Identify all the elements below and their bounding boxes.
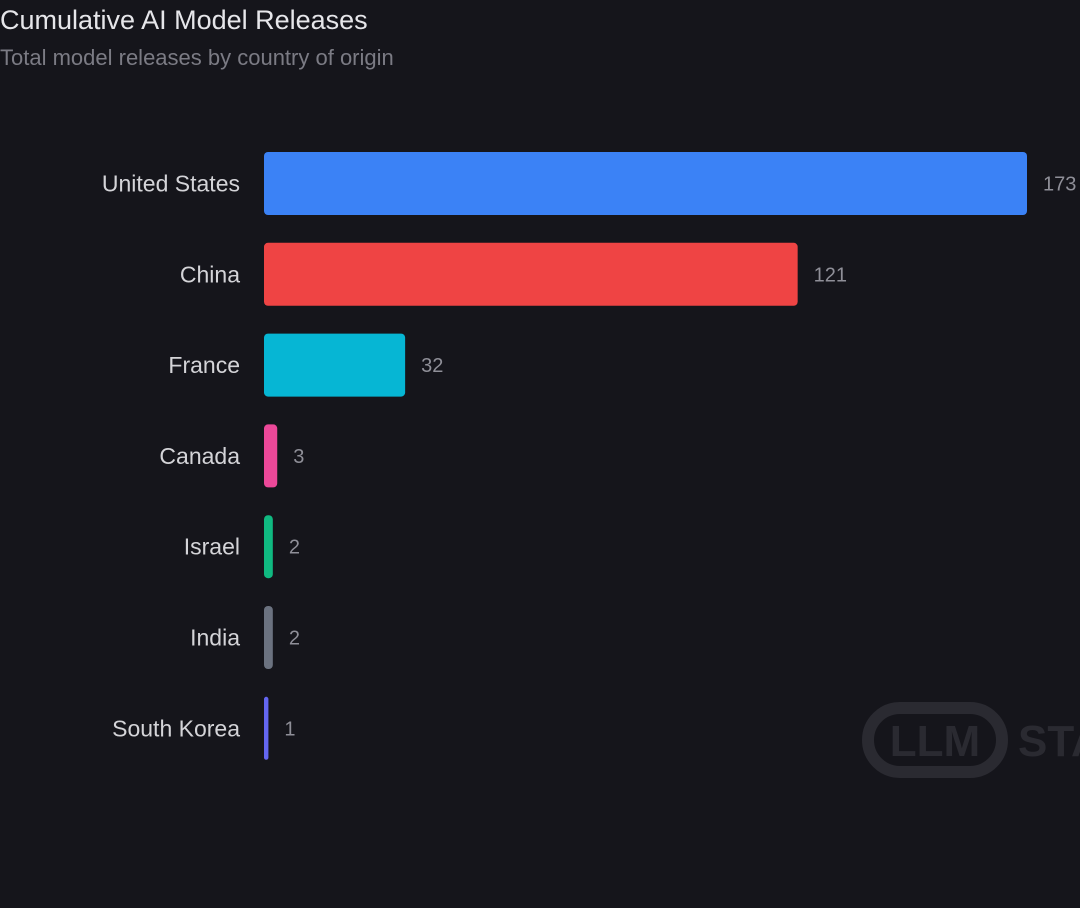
chart-subtitle: Total model releases by country of origi… xyxy=(0,45,394,70)
watermark-logo-text: LLM xyxy=(890,717,980,766)
category-label: United States xyxy=(102,171,240,197)
value-label: 3 xyxy=(293,446,304,468)
category-label: Israel xyxy=(184,534,240,560)
category-label: China xyxy=(180,261,240,287)
bar xyxy=(264,696,269,760)
bar xyxy=(264,152,1027,215)
bar xyxy=(264,424,278,488)
bars-group: United States 173 China 121 France 32 Canada 3 I… xyxy=(102,152,1076,760)
chart-title: Cumulative AI Model Releases xyxy=(0,5,368,35)
bar xyxy=(264,606,273,669)
value-label: 2 xyxy=(289,537,300,559)
value-label: 2 xyxy=(289,628,300,650)
bar xyxy=(264,333,406,397)
value-label: 121 xyxy=(814,264,847,286)
watermark-brand-text: STATS xyxy=(1018,717,1080,766)
bar xyxy=(264,242,798,306)
value-label: 173 xyxy=(1043,174,1076,196)
category-label: South Korea xyxy=(112,715,240,741)
value-label: 1 xyxy=(284,718,295,740)
watermark-logo: LLM STATS xyxy=(862,702,1080,778)
bar xyxy=(264,515,273,579)
category-label: Canada xyxy=(159,443,240,469)
category-label: India xyxy=(190,625,240,651)
category-label: France xyxy=(168,352,240,378)
value-label: 32 xyxy=(421,355,443,377)
watermark-pill xyxy=(862,702,1008,778)
